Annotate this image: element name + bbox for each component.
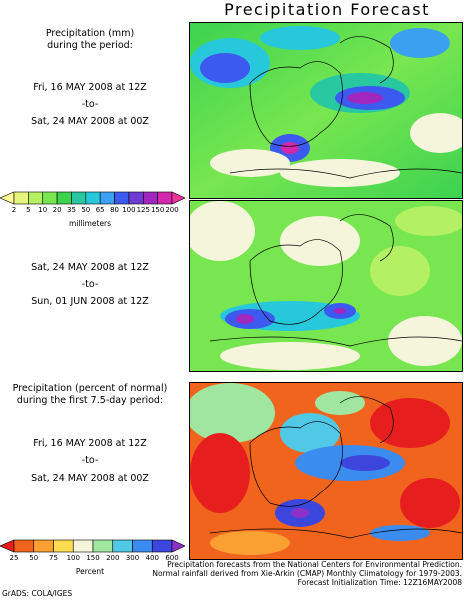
panel2-end: Sun, 01 JUN 2008 at 12Z	[31, 296, 149, 307]
colorbar-tick-label: 5	[26, 206, 31, 214]
colorbar-tick-label: 600	[165, 554, 179, 562]
colorbar-arrow-left	[0, 191, 15, 205]
colorbar-swatch	[128, 191, 144, 205]
colorbar-tick-label: 150	[150, 206, 165, 214]
colorbar-swatch	[92, 539, 114, 553]
colorbar-swatch	[114, 191, 130, 205]
colorbar-swatch	[71, 191, 87, 205]
colorbar-tick-label: 150	[86, 554, 100, 562]
credits-line-2: Normal rainfall derived from Xie-Arkin (…	[152, 569, 462, 578]
colorbar-tick-label: 80	[110, 206, 119, 214]
panel1-end: Sat, 24 MAY 2008 at 00Z	[31, 116, 149, 127]
colorbar-arrow-right	[171, 191, 186, 205]
colorbar-tick-label: 35	[66, 206, 76, 214]
colorbar-tick-label: 50	[29, 554, 39, 562]
panel2-start: Sat, 24 MAY 2008 at 12Z	[31, 262, 149, 273]
panel3-to: -to-	[81, 455, 99, 466]
colorbar-tick-label: 2	[11, 206, 17, 214]
colorbar-tick-label: 100	[122, 206, 136, 214]
panel1-heading-2: during the period:	[47, 40, 133, 51]
credits: Precipitation forecasts from the Nationa…	[150, 560, 462, 587]
colorbar-percent-units: Percent	[75, 567, 105, 576]
colorbar-tick-label: 400	[145, 554, 159, 562]
colorbar-swatch	[157, 191, 173, 205]
panel3-heading-1: Precipitation (percent of normal)	[12, 383, 168, 394]
panel1-to: -to-	[81, 99, 99, 110]
colorbar-tick-label: 200	[106, 554, 120, 562]
colorbar-tick-label: 200	[165, 206, 179, 214]
colorbar-arrow-right	[171, 539, 186, 553]
panel2-to: -to-	[81, 279, 99, 290]
panel3-start: Fri, 16 MAY 2008 at 12Z	[33, 438, 147, 449]
colorbar-swatch	[151, 539, 173, 553]
map-percent-of-normal	[189, 382, 463, 560]
colorbar-tick-label: 75	[49, 554, 58, 562]
colorbar-swatch	[13, 539, 35, 553]
colorbar-tick-label: 300	[125, 554, 140, 562]
colorbar-tick-label: 25	[9, 554, 19, 562]
panel1-heading-1: Precipitation (mm)	[45, 28, 135, 39]
colorbar-swatch	[33, 539, 54, 553]
panel3-heading-2: during the first 7.5-day period:	[16, 395, 164, 406]
colorbar-swatch	[28, 191, 44, 205]
colorbar-swatch	[56, 191, 72, 205]
colorbar-arrow-left	[0, 539, 15, 553]
colorbar-mm	[0, 190, 186, 209]
colorbar-tick-label: 100	[66, 554, 80, 562]
colorbar-tick-label: 65	[95, 206, 105, 214]
credits-line-3: Forecast Initialization Time: 12Z16MAY20…	[297, 578, 462, 587]
colorbar-tick-label: 125	[136, 206, 150, 214]
panel1-start: Fri, 16 MAY 2008 at 12Z	[33, 82, 147, 93]
colorbar-swatch	[72, 539, 94, 553]
credits-line-1: Precipitation forecasts from the Nationa…	[167, 560, 462, 569]
colorbar-mm-units: millimeters	[68, 219, 112, 228]
colorbar-swatch	[42, 191, 58, 205]
colorbar-swatch	[99, 191, 115, 205]
colorbar-percent	[0, 538, 186, 557]
colorbar-swatch	[53, 539, 74, 553]
page-title: Precipitation Forecast	[224, 0, 430, 19]
colorbar-swatch	[85, 191, 101, 205]
map-precip-period-1	[189, 22, 463, 199]
colorbar-swatch	[132, 539, 153, 553]
colorbar-swatch	[112, 539, 133, 553]
colorbar-swatch	[13, 191, 29, 205]
map-precip-period-2	[189, 200, 463, 372]
colorbar-tick-label: 20	[52, 206, 62, 214]
footer-label: GrADS: COLA/IGES	[2, 589, 73, 598]
colorbar-tick-label: 10	[38, 206, 48, 214]
panel3-end: Sat, 24 MAY 2008 at 00Z	[31, 473, 149, 484]
colorbar-swatch	[142, 191, 158, 205]
colorbar-tick-label: 50	[81, 206, 91, 214]
